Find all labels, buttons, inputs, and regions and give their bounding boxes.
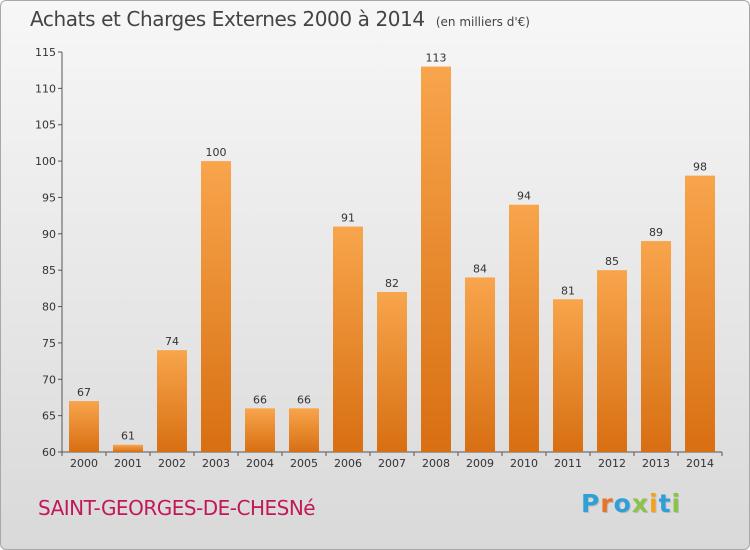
data-label-2006: 91 bbox=[341, 212, 355, 225]
y-tick-label: 60 bbox=[42, 446, 56, 459]
y-tick-label: 65 bbox=[42, 410, 56, 423]
x-tick-label: 2011 bbox=[554, 457, 582, 470]
commune-name: SAINT-GEORGES-DE-CHESNé bbox=[38, 496, 316, 520]
data-labels: 67 61 74 100 66 66 91 82 113 84 94 81 85 89 98 bbox=[77, 52, 707, 443]
x-tick-label: 2014 bbox=[686, 457, 714, 470]
logo-letter: i bbox=[671, 489, 682, 518]
bar-2013 bbox=[641, 241, 671, 452]
axes: 60 65 70 75 80 85 90 95 100 105 110 115 2000 2001 2002… bbox=[35, 46, 723, 470]
proxiti-logo: Proxiti bbox=[581, 489, 681, 518]
y-tick-label: 110 bbox=[35, 82, 56, 95]
bar-2006 bbox=[333, 226, 363, 452]
x-tick-label: 2005 bbox=[290, 457, 318, 470]
bar-2010 bbox=[509, 204, 539, 452]
x-tick-label: 2009 bbox=[466, 457, 494, 470]
data-label-2002: 74 bbox=[165, 335, 179, 348]
bars bbox=[69, 66, 715, 453]
x-tick-label: 2012 bbox=[598, 457, 626, 470]
bar-2009 bbox=[465, 277, 495, 452]
data-label-2007: 82 bbox=[385, 277, 399, 290]
chart-subtitle: (en milliers d'€) bbox=[435, 15, 530, 29]
data-label-2012: 85 bbox=[605, 255, 619, 268]
y-tick-label: 85 bbox=[42, 264, 56, 277]
bar-2012 bbox=[597, 270, 627, 452]
x-tick-label: 2010 bbox=[510, 457, 538, 470]
data-label-2001: 61 bbox=[121, 430, 135, 443]
y-tick-label: 105 bbox=[35, 119, 56, 132]
logo-letter: x bbox=[631, 489, 649, 518]
chart-title: Achats et Charges Externes 2000 à 2014 bbox=[30, 7, 425, 31]
bar-2008 bbox=[421, 66, 451, 452]
y-tick-label: 70 bbox=[42, 373, 56, 386]
logo-letter: i bbox=[649, 489, 659, 518]
y-tick-label: 100 bbox=[35, 155, 56, 168]
bar-2000 bbox=[69, 401, 99, 452]
x-tick-label: 2001 bbox=[114, 457, 142, 470]
logo-letter: o bbox=[613, 489, 632, 518]
y-tick-label: 80 bbox=[42, 301, 56, 314]
data-label-2005: 66 bbox=[297, 393, 311, 406]
data-label-2008: 113 bbox=[426, 52, 447, 65]
bar-2001 bbox=[113, 444, 143, 452]
bar-2005 bbox=[289, 408, 319, 452]
bar-2004 bbox=[245, 408, 275, 452]
data-label-2000: 67 bbox=[77, 386, 91, 399]
data-label-2009: 84 bbox=[473, 262, 487, 275]
title-line: Achats et Charges Externes 2000 à 2014 (… bbox=[30, 7, 530, 31]
data-label-2010: 94 bbox=[517, 190, 531, 203]
x-tick-label: 2007 bbox=[378, 457, 406, 470]
data-label-2013: 89 bbox=[649, 226, 663, 239]
x-tick-label: 2008 bbox=[422, 457, 450, 470]
x-tick-label: 2006 bbox=[334, 457, 362, 470]
bar-2002 bbox=[157, 350, 187, 452]
y-tick-label: 75 bbox=[42, 337, 56, 350]
x-tick-label: 2013 bbox=[642, 457, 670, 470]
data-label-2004: 66 bbox=[253, 393, 267, 406]
logo-letter: t bbox=[658, 489, 672, 518]
data-label-2011: 81 bbox=[561, 284, 575, 297]
bar-2014 bbox=[685, 175, 715, 453]
y-tick-label: 90 bbox=[42, 228, 56, 241]
y-tick-label: 115 bbox=[35, 46, 56, 59]
x-tick-label: 2004 bbox=[246, 457, 274, 470]
x-tick-label: 2000 bbox=[70, 457, 98, 470]
x-tick-label: 2003 bbox=[202, 457, 230, 470]
bar-2003 bbox=[201, 161, 231, 452]
x-tick-label: 2002 bbox=[158, 457, 186, 470]
bar-2007 bbox=[377, 292, 407, 452]
logo-letter: P bbox=[581, 489, 601, 518]
logo-letter: r bbox=[600, 489, 614, 518]
data-label-2003: 100 bbox=[206, 146, 227, 159]
bar-2011 bbox=[553, 299, 583, 452]
y-tick-label: 95 bbox=[42, 191, 56, 204]
data-label-2014: 98 bbox=[693, 161, 707, 174]
